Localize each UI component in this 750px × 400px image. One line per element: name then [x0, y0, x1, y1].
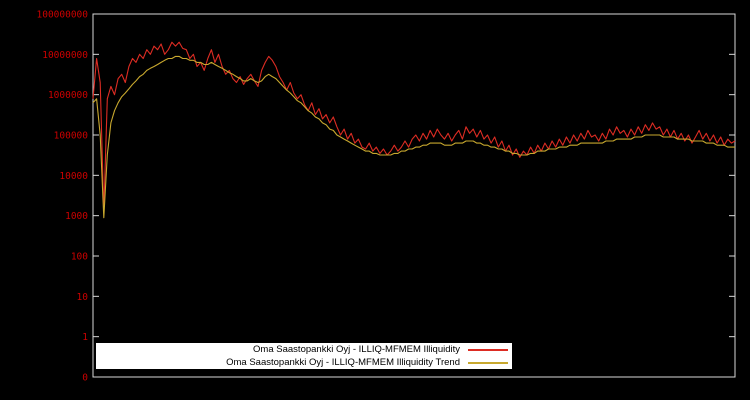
y-tick-label-100: 100	[71, 252, 88, 263]
plot-border	[92, 13, 736, 378]
y-tick-label-0: 0	[82, 373, 88, 384]
y-tick-label-1000: 1000	[65, 211, 88, 222]
series-line-0	[92, 41, 736, 212]
legend-label-illiquidity: Oma Saastopankki Oyj - ILLIQ-MFMEM Illiq…	[253, 344, 460, 355]
y-tick-label-1000000: 1000000	[48, 90, 88, 101]
y-tick-label-10000: 10000	[59, 171, 88, 182]
legend: Oma Saastopankki Oyj - ILLIQ-MFMEM Illiq…	[96, 343, 512, 369]
y-tick-label-100000: 100000	[54, 131, 89, 142]
legend-line-sample-trend	[468, 361, 508, 364]
legend-line-sample-illiquidity	[468, 348, 508, 351]
legend-row-illiquidity: Oma Saastopankki Oyj - ILLIQ-MFMEM Illiq…	[96, 343, 512, 356]
series-line-1	[92, 55, 735, 219]
y-tick-label-10: 10	[77, 292, 89, 303]
legend-row-trend: Oma Saastopankki Oyj - ILLIQ-MFMEM Illiq…	[96, 356, 512, 369]
legend-label-trend: Oma Saastopankki Oyj - ILLIQ-MFMEM Illiq…	[226, 357, 460, 368]
y-tick-label-100000000: 100000000	[37, 10, 89, 21]
y-tick-label-1: 1	[82, 332, 88, 343]
y-tick-label-10000000: 10000000	[42, 50, 88, 61]
